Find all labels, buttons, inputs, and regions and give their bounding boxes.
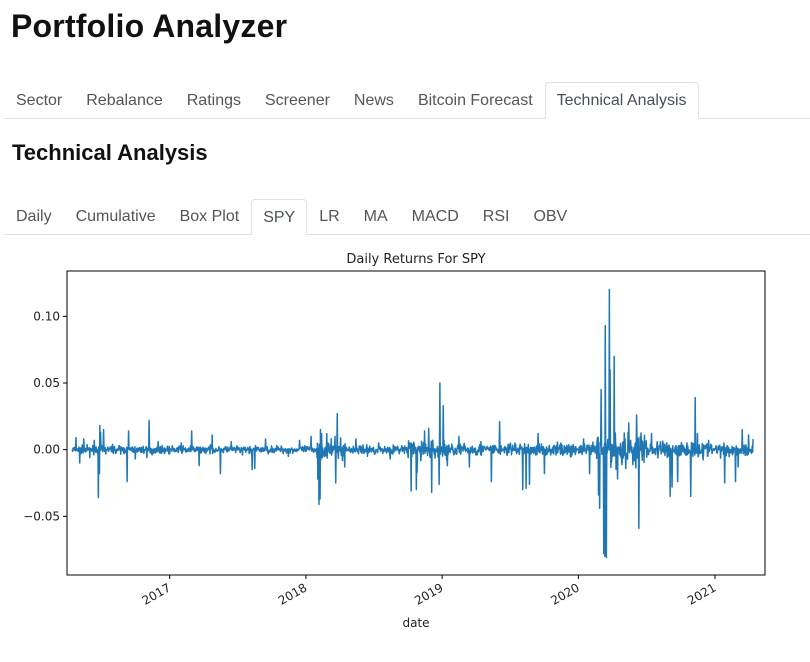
x-tick-label: 2018 xyxy=(276,580,309,607)
subtab-cumulative[interactable]: Cumulative xyxy=(75,208,156,225)
x-tick-label: 2019 xyxy=(412,580,445,607)
y-tick-label: −0.05 xyxy=(23,509,60,523)
y-tick-label: 0.10 xyxy=(33,309,60,323)
app-title: Portfolio Analyzer xyxy=(11,8,288,44)
subtab-macd[interactable]: MACD xyxy=(411,208,459,225)
tab-technical-analysis[interactable]: Technical Analysis xyxy=(544,82,699,119)
chart-title: Daily Returns For SPY xyxy=(346,252,485,267)
plot-area xyxy=(71,288,754,559)
subtab-spy[interactable]: SPY xyxy=(251,199,308,235)
daily-returns-chart: Daily Returns For SPY −0.050.000.050.10 … xyxy=(23,252,766,630)
x-axis-label: date xyxy=(402,616,429,630)
tab-sector[interactable]: Sector xyxy=(16,91,63,109)
subtab-obv[interactable]: OBV xyxy=(533,208,568,225)
y-tick-label: 0.00 xyxy=(33,443,60,457)
tab-screener[interactable]: Screener xyxy=(265,91,330,109)
sub-tabbar: Daily Cumulative Box Plot SPY LR MA MACD… xyxy=(4,199,810,235)
series-line-spy xyxy=(71,288,754,559)
x-tick-label: 2021 xyxy=(685,580,718,607)
y-tick-label: 0.05 xyxy=(33,376,60,390)
subtab-box-plot[interactable]: Box Plot xyxy=(179,208,240,225)
tab-news[interactable]: News xyxy=(353,91,394,109)
subtab-lr[interactable]: LR xyxy=(319,208,340,225)
x-tick-label: 2020 xyxy=(548,580,581,607)
main-tabbar: Sector Rebalance Ratings Screener News B… xyxy=(4,82,810,119)
plot-frame xyxy=(66,270,766,576)
subtab-rsi[interactable]: RSI xyxy=(482,208,510,225)
x-axis: 2017 2018 2019 2020 2021 xyxy=(140,575,718,608)
subtab-daily[interactable]: Daily xyxy=(16,208,52,225)
tab-ratings[interactable]: Ratings xyxy=(186,91,241,109)
y-axis: −0.05 0.00 0.05 0.10 xyxy=(23,309,67,523)
subtab-ma[interactable]: MA xyxy=(363,208,388,225)
section-title: Technical Analysis xyxy=(12,140,208,165)
x-tick-label: 2017 xyxy=(140,580,173,607)
tab-bitcoin-forecast[interactable]: Bitcoin Forecast xyxy=(417,91,533,109)
tab-rebalance[interactable]: Rebalance xyxy=(86,91,163,109)
